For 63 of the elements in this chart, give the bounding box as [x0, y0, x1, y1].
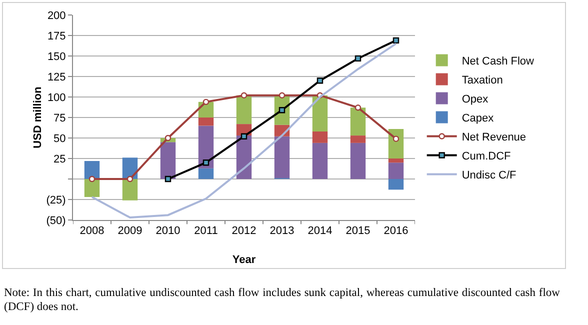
point [392, 37, 400, 44]
bar [350, 108, 366, 136]
point [278, 92, 286, 98]
point [126, 176, 134, 182]
bar [350, 142, 366, 179]
bar [388, 158, 404, 163]
y-tick-label: 200 [47, 10, 66, 22]
bar [388, 128, 404, 158]
point [278, 107, 286, 114]
point [202, 98, 210, 106]
bar [198, 126, 214, 168]
y-tick-label: 150 [47, 50, 66, 63]
text: Note: In this chart, cumulative undiscounted cash flow includes sunk capital, whereas cumulative discounted cash flow (DCF) does not. [4, 286, 560, 314]
legend-label: Capex [462, 112, 494, 125]
point [392, 136, 400, 142]
point [88, 176, 96, 182]
legend-label: Cum.DCF [462, 150, 512, 163]
y-tick-label: (25) [46, 194, 66, 206]
bar [312, 95, 328, 132]
x-tick-label: 2015 [346, 225, 370, 238]
legend-label: Undisc C/F [462, 170, 517, 182]
point [202, 160, 210, 166]
bar [388, 162, 404, 179]
point [354, 104, 362, 111]
x-tick-label: 2013 [270, 225, 294, 238]
y-axis-title: USD million [32, 86, 44, 148]
x-tick-label: 2016 [384, 225, 408, 238]
point [354, 55, 362, 62]
bar [312, 131, 328, 143]
y-tick-label: 75 [54, 112, 66, 124]
bar [312, 142, 328, 179]
bar [198, 168, 214, 179]
bar [84, 160, 100, 179]
bar [236, 95, 252, 124]
y-tick-label: (50) [46, 214, 66, 227]
x-tick-label: 2010 [156, 225, 180, 238]
x-tick-label: 2009 [118, 225, 142, 238]
x-tick-label: 2011 [194, 225, 218, 238]
bar [84, 179, 100, 198]
legend-label: Net Revenue [462, 132, 526, 144]
y-tick-label: 50 [54, 132, 66, 145]
bar [122, 179, 138, 200]
x-tick-label: 2012 [232, 225, 256, 238]
y-tick-label: 25 [54, 153, 66, 166]
legend-label: Net Cash Flow [462, 56, 534, 68]
bar [198, 118, 214, 126]
legend-label: Taxation [462, 74, 503, 87]
x-axis-title: Year [232, 254, 256, 266]
bar [160, 142, 176, 179]
legend-label: Opex [462, 94, 489, 106]
point [316, 78, 324, 84]
point [164, 176, 172, 182]
bar [388, 179, 404, 190]
point [240, 133, 248, 140]
x-tick-label: 2014 [308, 225, 332, 238]
bar [350, 136, 366, 143]
y-tick-label: 125 [47, 71, 66, 84]
y-tick-label: 100 [47, 92, 66, 104]
point [164, 134, 172, 142]
y-tick-label: 175 [47, 30, 66, 42]
point [240, 92, 248, 98]
bar [274, 136, 290, 178]
x-tick-label: 2008 [80, 225, 104, 238]
